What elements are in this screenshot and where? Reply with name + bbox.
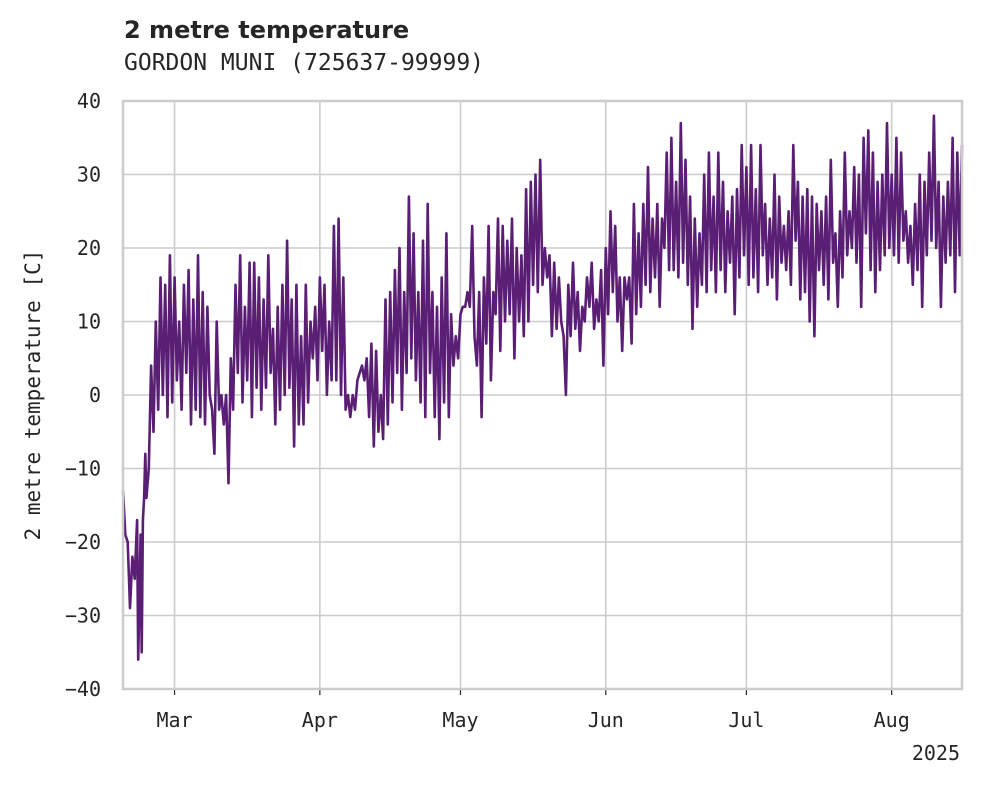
y-axis-label: 2 metre temperature [C] bbox=[21, 250, 45, 541]
y-tick-label: 0 bbox=[89, 383, 101, 407]
x-tick-label: Jul bbox=[728, 708, 764, 732]
x-tick-label: Mar bbox=[156, 708, 192, 732]
x-tick-label: Jun bbox=[588, 708, 624, 732]
y-tick-label: 20 bbox=[77, 236, 101, 260]
plot-frame bbox=[121, 99, 964, 691]
y-tick-label: 30 bbox=[77, 163, 101, 187]
temperature-series-line bbox=[121, 114, 964, 661]
x-axis-ticks: Mar Apr May Jun Jul Aug bbox=[156, 689, 910, 732]
y-axis-ticks: −40 −30 −20 −10 0 10 20 30 40 bbox=[65, 89, 101, 701]
grid-lines bbox=[123, 100, 962, 690]
y-tick-label: 40 bbox=[77, 89, 101, 113]
y-tick-label: −10 bbox=[65, 457, 101, 481]
chart-title: 2 metre temperature bbox=[124, 16, 410, 44]
y-tick-label: 10 bbox=[77, 310, 101, 334]
chart-subtitle: GORDON MUNI (725637-99999) bbox=[124, 50, 485, 76]
x-tick-label: Apr bbox=[302, 708, 338, 732]
y-tick-label: −30 bbox=[65, 604, 101, 628]
x-tick-label: May bbox=[442, 708, 478, 732]
y-tick-label: −20 bbox=[65, 530, 101, 554]
x-axis-year-label: 2025 bbox=[912, 741, 960, 765]
y-tick-label: −40 bbox=[65, 677, 101, 701]
x-tick-label: Aug bbox=[874, 708, 910, 732]
